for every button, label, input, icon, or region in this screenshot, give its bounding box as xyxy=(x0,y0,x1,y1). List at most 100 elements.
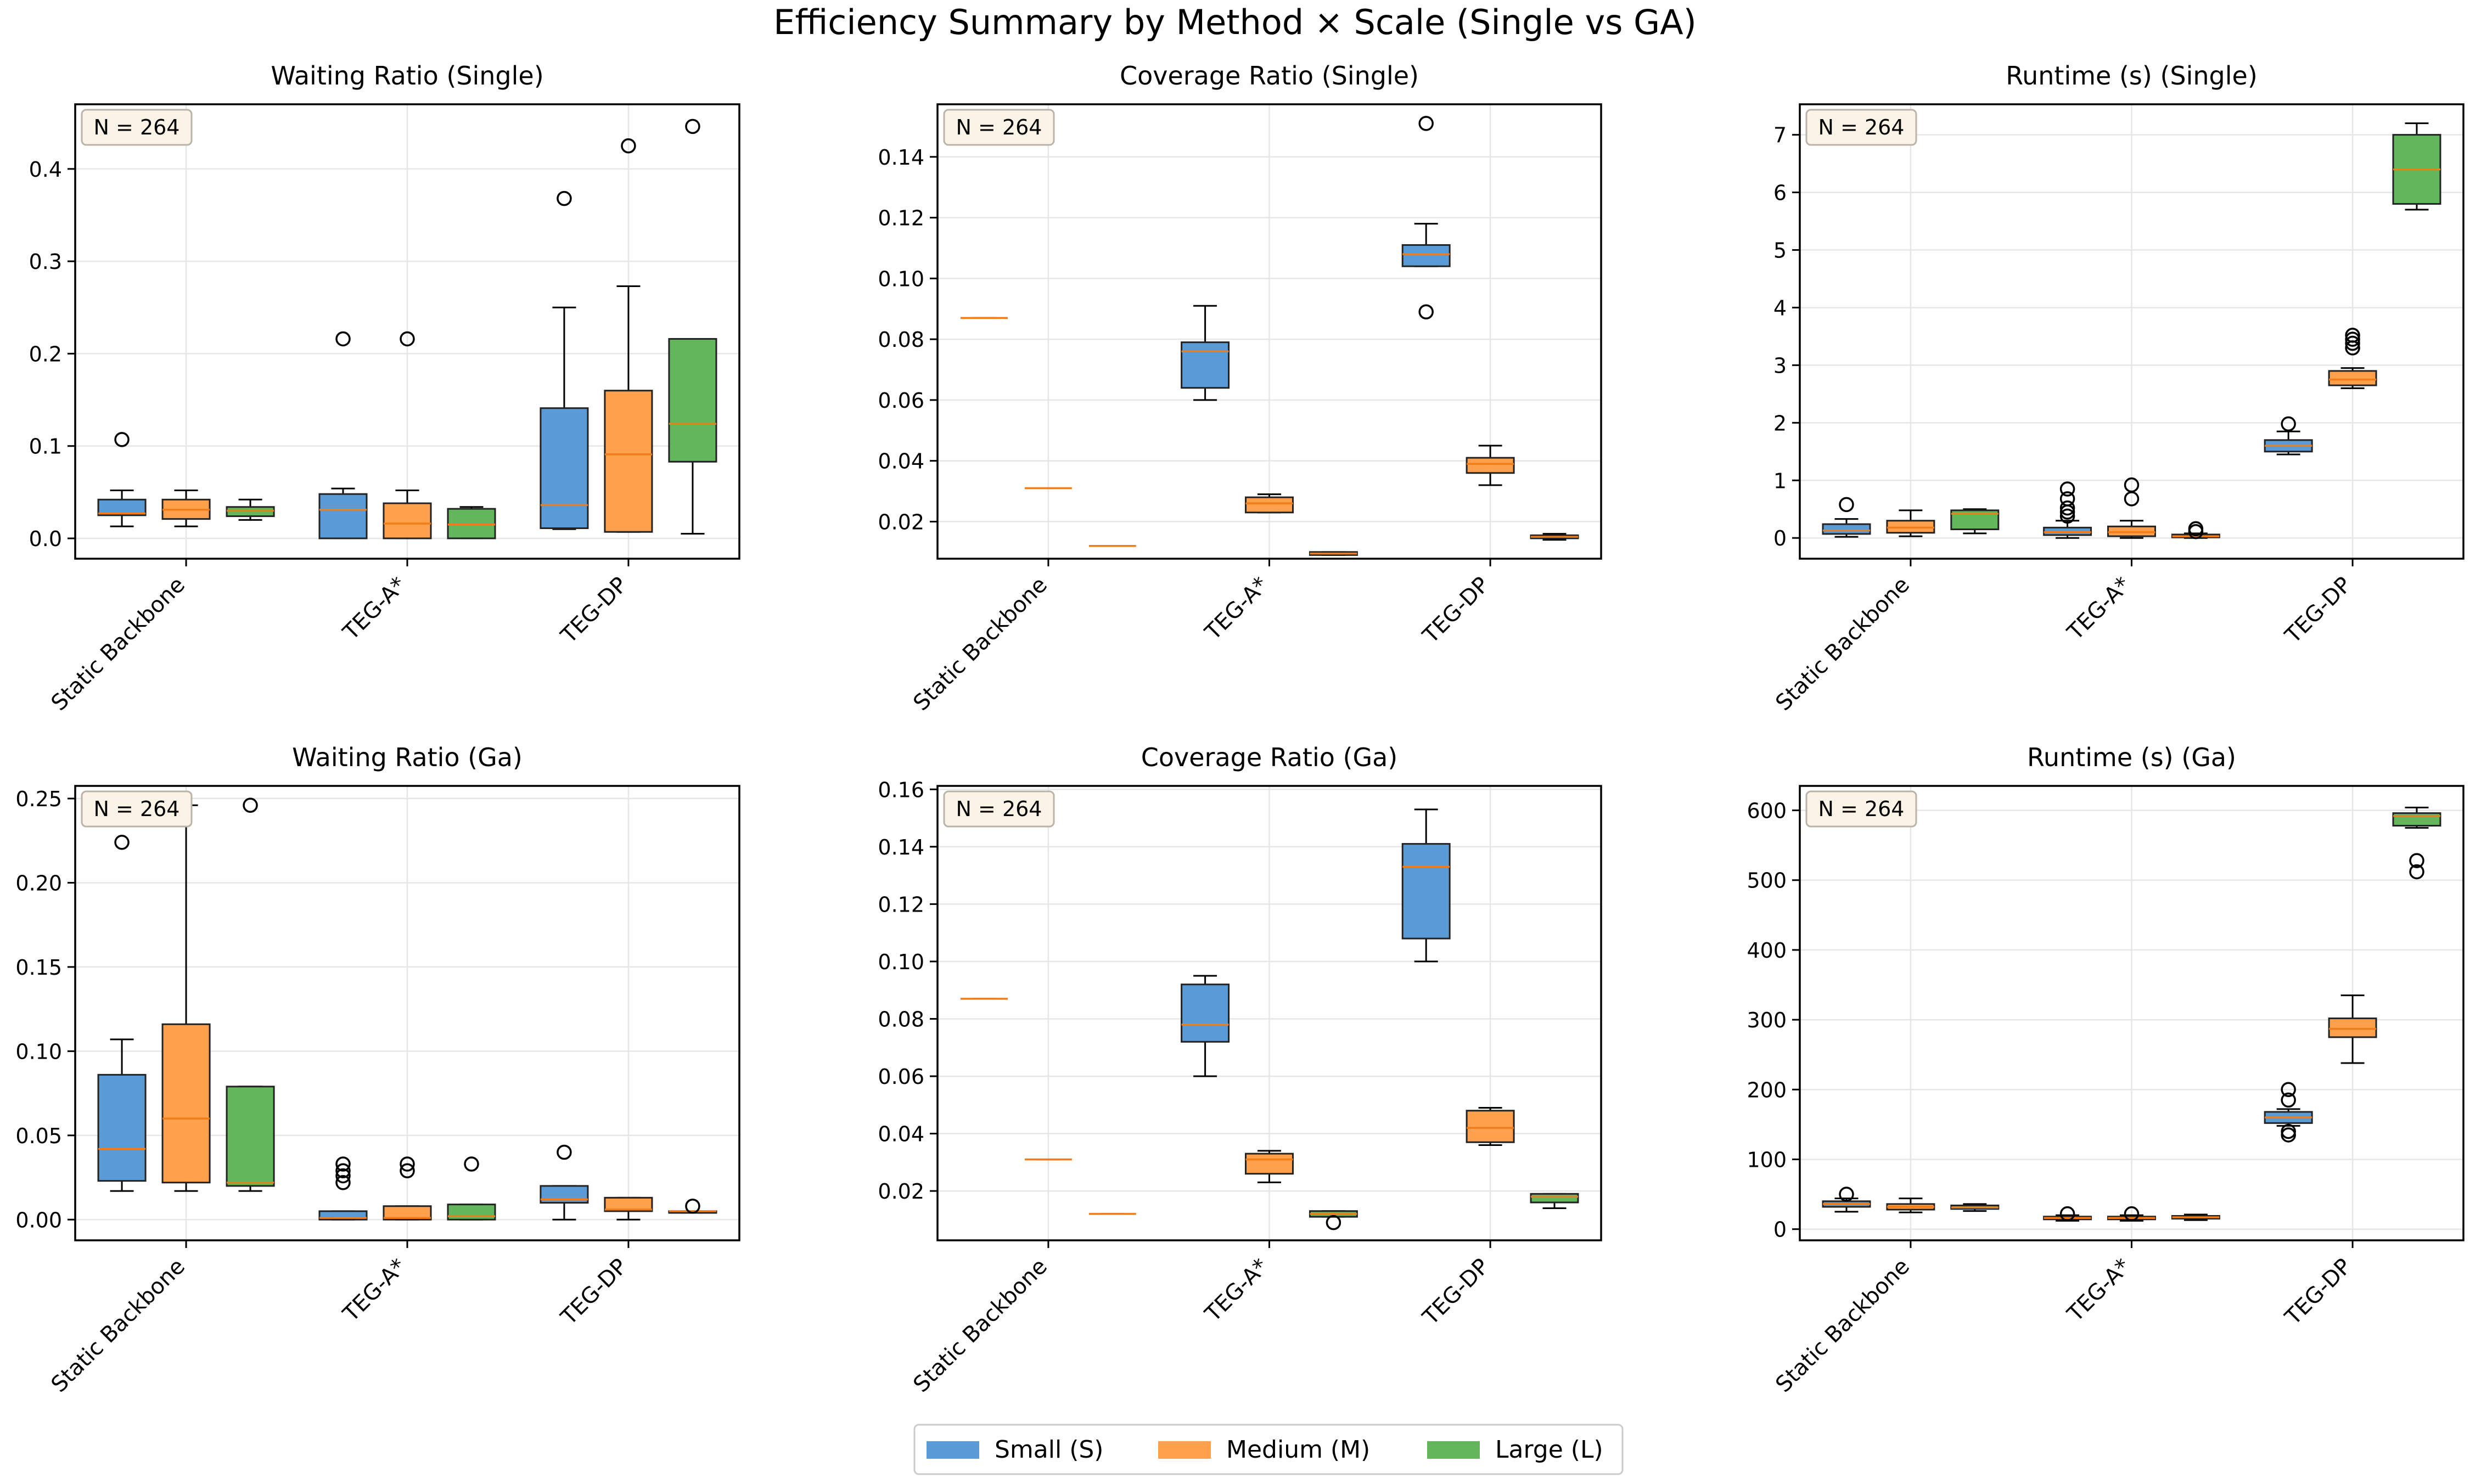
annotation-text: N = 264 xyxy=(956,797,1042,821)
outlier-point xyxy=(2281,1082,2296,1098)
outlier-point xyxy=(557,190,572,206)
sample-size-annotation: N = 264 xyxy=(1805,790,1917,828)
box-medium-m-teg-dp xyxy=(2328,328,2377,389)
box-small-s-teg-dp xyxy=(1401,808,1451,963)
box-medium-m-teg-dp xyxy=(604,1196,653,1221)
y-tick-label: 0.14 xyxy=(878,835,924,859)
y-tick-label: 600 xyxy=(1747,799,1787,823)
box-body xyxy=(1181,341,1230,389)
y-tick-label: 0.20 xyxy=(15,871,62,895)
y-tick-label: 3 xyxy=(1773,353,1787,378)
legend-label: Medium (M) xyxy=(1226,1436,1370,1464)
annotation-box xyxy=(81,109,193,146)
legend-swatch xyxy=(1427,1441,1480,1459)
figure-title: Efficiency Summary by Method × Scale (Si… xyxy=(773,2,1697,42)
annotation-text: N = 264 xyxy=(956,115,1042,139)
y-tick-label: 7 xyxy=(1773,123,1787,148)
y-tick-label: 0.00 xyxy=(15,1208,62,1232)
box-body xyxy=(1401,244,1451,267)
outlier-point xyxy=(2059,481,2075,497)
y-tick-label: 100 xyxy=(1747,1148,1787,1172)
box-medium-m-teg-a- xyxy=(383,331,432,539)
annotation-box xyxy=(1805,109,1917,146)
outlier-point xyxy=(2059,500,2075,516)
box-body xyxy=(447,1204,496,1221)
box-medium-m-static-backbone xyxy=(161,804,211,1192)
box-large-l-static-backbone xyxy=(226,498,275,521)
outlier-point xyxy=(1839,497,1854,513)
box-large-l-static-backbone xyxy=(1950,1203,2000,1212)
outlier-point xyxy=(1839,1187,1854,1202)
legend-swatch xyxy=(1158,1441,1211,1459)
box-small-s-teg-a- xyxy=(2043,481,2092,539)
panel-title: Coverage Ratio (Ga) xyxy=(1141,743,1397,772)
y-tick-label: 0.2 xyxy=(29,342,62,366)
box-body xyxy=(161,1023,211,1184)
box-large-l-teg-dp xyxy=(1530,533,1579,541)
box-body xyxy=(1181,983,1230,1043)
box-small-s-static-backbone xyxy=(1822,1187,1871,1213)
box-medium-m-teg-a- xyxy=(1245,1150,1294,1183)
panel-title: Coverage Ratio (Single) xyxy=(1120,61,1419,91)
outlier-point xyxy=(2059,491,2075,507)
outlier-point xyxy=(243,797,258,813)
y-tick-label: 0.04 xyxy=(878,1122,924,1146)
box-large-l-teg-a- xyxy=(1309,1210,1358,1230)
box-large-l-teg-dp xyxy=(668,1198,717,1214)
outlier-point xyxy=(335,1174,351,1190)
box-body xyxy=(1245,1153,1294,1175)
y-tick-label: 300 xyxy=(1747,1008,1787,1032)
box-large-l-teg-dp xyxy=(1530,1193,1579,1209)
legend-item: Medium (M) xyxy=(1158,1436,1370,1464)
legend: Small (S) Medium (M) Large (L) xyxy=(913,1424,1624,1475)
outlier-point xyxy=(685,1198,700,1214)
y-tick-label: 0.10 xyxy=(878,950,924,974)
box-body xyxy=(1245,496,1294,514)
y-tick-label: 6 xyxy=(1773,181,1787,205)
outlier-point xyxy=(2059,1206,2075,1222)
box-large-l-teg-a- xyxy=(2171,521,2220,539)
box-large-l-teg-a- xyxy=(447,506,496,539)
sample-size-annotation: N = 264 xyxy=(81,790,193,828)
sample-size-annotation: N = 264 xyxy=(1805,109,1917,146)
outlier-point xyxy=(2281,1123,2296,1139)
outlier-point xyxy=(1326,1215,1341,1230)
box-large-l-teg-dp xyxy=(668,119,717,535)
legend-item: Large (L) xyxy=(1427,1436,1603,1464)
y-tick-label: 500 xyxy=(1747,869,1787,893)
panel-title: Runtime (s) (Ga) xyxy=(2027,743,2236,772)
outlier-point xyxy=(114,835,130,850)
annotation-box xyxy=(943,109,1055,146)
box-small-s-static-backbone xyxy=(97,797,147,1192)
box-body xyxy=(2328,370,2377,386)
y-tick-label: 0.02 xyxy=(878,510,924,534)
box-small-s-teg-dp xyxy=(2264,1082,2313,1143)
outlier-point xyxy=(2188,521,2204,537)
y-tick-label: 0.15 xyxy=(15,955,62,980)
outlier-point xyxy=(621,138,636,154)
outlier-point xyxy=(335,1156,351,1172)
outlier-point xyxy=(2059,508,2075,524)
y-tick-label: 0.08 xyxy=(878,328,924,352)
legend-label: Large (L) xyxy=(1495,1436,1603,1464)
outlier-point xyxy=(2345,331,2360,347)
y-tick-label: 0.0 xyxy=(29,527,62,551)
outlier-point xyxy=(2281,416,2296,432)
outlier-point xyxy=(2345,328,2360,343)
y-tick-label: 0.10 xyxy=(878,267,924,291)
annotation-box xyxy=(1805,790,1917,828)
y-tick-label: 400 xyxy=(1747,938,1787,963)
y-tick-label: 0.06 xyxy=(878,389,924,413)
box-large-l-teg-a- xyxy=(447,1156,496,1221)
y-tick-label: 4 xyxy=(1773,296,1787,320)
sample-size-annotation: N = 264 xyxy=(943,109,1055,146)
outlier-point xyxy=(335,1168,351,1184)
outlier-point xyxy=(2345,335,2360,351)
y-tick-label: 0.25 xyxy=(15,787,62,811)
y-tick-label: 2 xyxy=(1773,411,1787,435)
y-tick-label: 0.16 xyxy=(878,778,924,802)
box-body xyxy=(1530,1193,1579,1204)
box-small-s-static-backbone xyxy=(1822,497,1871,538)
legend-label: Small (S) xyxy=(995,1436,1103,1464)
